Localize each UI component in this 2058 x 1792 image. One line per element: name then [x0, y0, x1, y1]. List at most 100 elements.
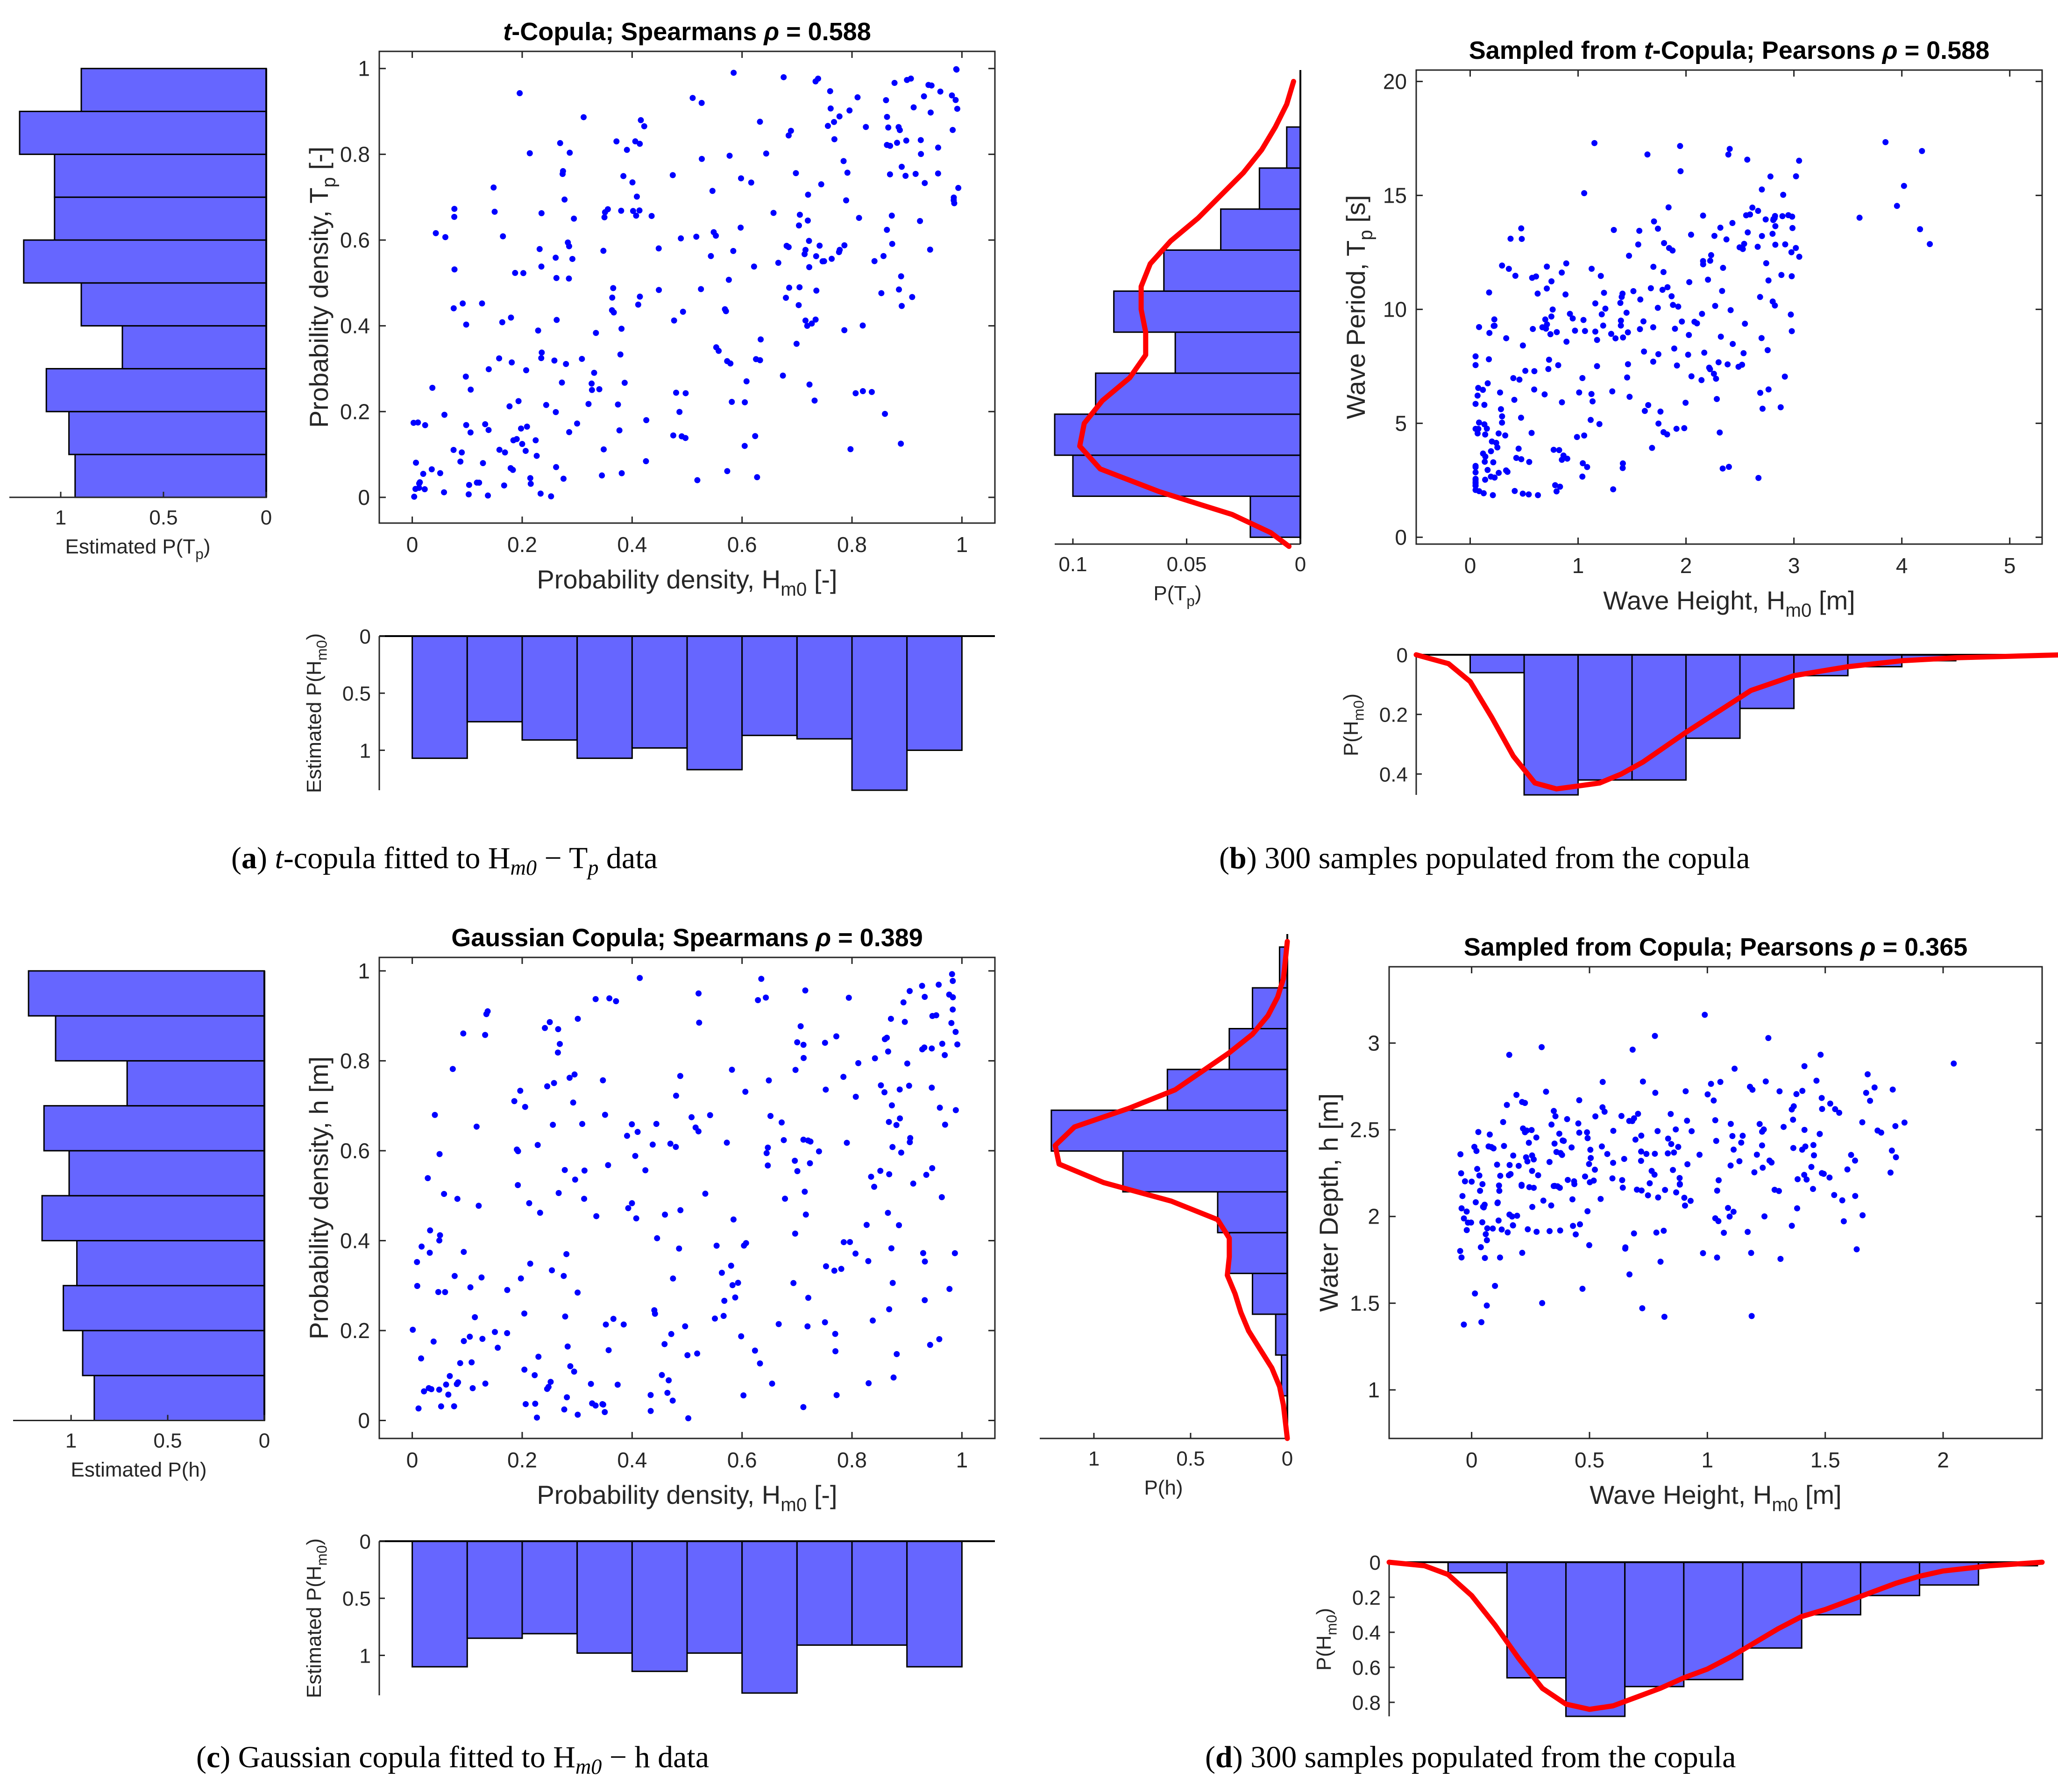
d_hist_right-bar	[1228, 1232, 1288, 1275]
c_scatter-point	[863, 1222, 870, 1228]
c_hist_bottom-bar	[741, 1540, 798, 1694]
b_scatter-point	[1580, 317, 1587, 323]
a_hist_bottom-bar	[576, 635, 633, 759]
d_scatter-point	[1557, 1227, 1563, 1234]
c_scatter-point	[535, 1353, 542, 1360]
d_hist_right-xtick-label: 0.5	[1176, 1447, 1205, 1470]
a_scatter-point	[836, 113, 843, 120]
c_scatter-point	[430, 1339, 437, 1345]
d_scatter-point	[1483, 1237, 1490, 1244]
d_scatter-point	[1510, 1222, 1516, 1229]
c_scatter-point	[410, 1326, 416, 1333]
c_hist_left-xlabel: Estimated P(h)	[71, 1458, 207, 1481]
a_hist_left-bar	[74, 453, 267, 498]
a_scatter-point	[515, 398, 522, 404]
d_scatter-point	[1893, 1154, 1899, 1161]
c_scatter-point	[919, 1046, 925, 1053]
a_scatter-point	[781, 74, 787, 80]
c_hist_bottom-ytick-label: 0.5	[342, 1587, 371, 1610]
a_scatter-point	[698, 99, 705, 106]
a_hist_left-bar	[80, 282, 267, 327]
c_scatter-point	[567, 1363, 574, 1369]
c_scatter-point	[632, 1153, 639, 1159]
d_scatter-point	[1584, 1135, 1591, 1141]
a_scatter-point	[485, 427, 492, 433]
c_scatter-point	[460, 1030, 467, 1037]
c_scatter-point	[946, 1286, 953, 1292]
b_hist_bottom-ytick-label: 0	[1397, 644, 1408, 667]
d_scatter-point	[1665, 1150, 1671, 1157]
b_scatter-point	[1588, 391, 1595, 397]
c_scatter-point	[922, 994, 928, 1000]
b_scatter-point	[1630, 288, 1637, 294]
a_hist_left-bar	[54, 153, 267, 198]
a_scatter-ytick-label: 0	[358, 485, 370, 510]
c_scatter-point	[669, 1397, 676, 1404]
d_scatter-point	[1700, 1250, 1706, 1256]
a_scatter-point	[698, 286, 704, 292]
a_scatter-point	[741, 443, 748, 449]
d_scatter-point	[1794, 1205, 1801, 1211]
a_scatter-point	[925, 82, 932, 88]
d_scatter-point	[1561, 1138, 1567, 1144]
b_scatter-xtick-label: 4	[1896, 553, 1908, 578]
a_scatter-point	[809, 320, 815, 327]
d_scatter-point	[1840, 1218, 1847, 1225]
c_scatter-point	[894, 1351, 900, 1357]
a_scatter-point	[457, 458, 464, 465]
c_scatter-point	[950, 1006, 956, 1013]
c_scatter-point	[758, 976, 765, 982]
d_scatter-point	[1716, 1177, 1722, 1183]
b_scatter-point	[1681, 425, 1688, 432]
c_hist_left-bar	[93, 1374, 265, 1421]
b_scatter-point	[1781, 373, 1788, 380]
c_scatter-point	[694, 1350, 701, 1357]
d_scatter-point	[1486, 1131, 1493, 1138]
c_scatter-point	[492, 1329, 498, 1335]
d_hist_right-bar	[1050, 1109, 1288, 1152]
d_scatter-point	[1648, 1168, 1655, 1174]
b_scatter-point	[1497, 389, 1504, 396]
d_scatter-point	[1584, 1129, 1590, 1136]
d_scatter-point	[1458, 1205, 1465, 1211]
a_scatter-point	[632, 138, 639, 145]
b_scatter-point	[1698, 377, 1705, 383]
a_hist_bottom-bar	[412, 635, 468, 759]
a_scatter-point	[753, 356, 759, 362]
b_scatter-point	[1592, 328, 1598, 335]
a_scatter-point	[527, 475, 533, 482]
a_scatter-point	[479, 300, 485, 307]
b_scatter-point	[1619, 290, 1626, 297]
a_scatter-point	[680, 309, 686, 315]
c_scatter-point	[872, 1055, 878, 1062]
a_scatter-point	[459, 449, 465, 456]
b_scatter-point	[1545, 366, 1552, 372]
a_scatter-point	[888, 212, 895, 219]
a_scatter-point	[887, 142, 894, 149]
a_scatter-point	[795, 222, 802, 229]
c_scatter-point	[889, 1144, 896, 1150]
d_scatter-point	[1529, 1204, 1536, 1210]
b_scatter-point	[1699, 311, 1705, 317]
d_scatter-point	[1684, 1118, 1690, 1124]
c_scatter-point	[729, 1067, 735, 1073]
a_scatter-point	[641, 123, 647, 129]
d_scatter-point	[1813, 1077, 1820, 1084]
b_scatter-point	[1472, 401, 1479, 407]
a_scatter-point	[468, 386, 474, 393]
a_scatter-point	[805, 191, 811, 198]
d_scatter-point	[1671, 1149, 1677, 1156]
b_scatter-point	[1725, 151, 1732, 158]
b_scatter-point	[1472, 469, 1479, 475]
c_scatter-frame	[378, 956, 996, 1439]
a_scatter-point	[517, 90, 523, 97]
a_scatter-point	[909, 294, 915, 300]
d_scatter-point	[1665, 1135, 1671, 1142]
a_scatter-point	[757, 119, 763, 125]
c_hist_bottom-bar	[521, 1540, 578, 1635]
c_scatter-point	[951, 1250, 958, 1256]
c_scatter-point	[933, 1012, 939, 1019]
b_scatter-point	[1686, 332, 1692, 338]
b_scatter-point	[1705, 276, 1711, 283]
d_scatter-point	[1610, 1127, 1617, 1134]
